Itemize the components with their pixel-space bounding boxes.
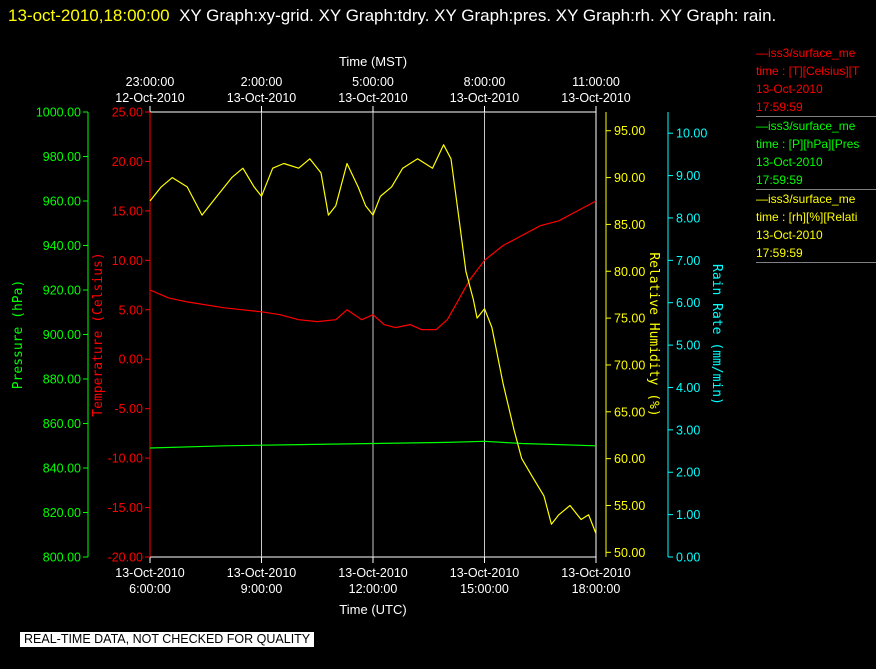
y-tick-label: 50.00 (614, 546, 645, 560)
graph-list: XY Graph:xy-grid. XY Graph:tdry. XY Grap… (179, 6, 777, 25)
x-top-tick-date: 12-Oct-2010 (115, 91, 185, 105)
y-tick-label: 7.00 (676, 254, 700, 268)
y-axis-title: Relative Humidity (%) (646, 252, 661, 416)
y-tick-label: 60.00 (614, 452, 645, 466)
legend-line: 17:59:59 (756, 100, 803, 114)
y-tick-label: 25.00 (112, 106, 143, 120)
y-tick-label: 980.00 (43, 150, 81, 164)
legend-line: 17:59:59 (756, 173, 803, 187)
y-axis-title: Pressure (hPa) (11, 280, 26, 390)
y-tick-label: 70.00 (614, 358, 645, 372)
y-tick-label: 5.00 (676, 339, 700, 353)
graph-timestamp: 13-oct-2010,18:00:00 (8, 6, 170, 25)
y-tick-label: 1.00 (676, 508, 700, 522)
humidity-line (149, 144, 597, 534)
y-tick-label: 2.00 (676, 466, 700, 480)
legend: —iss3/surface_me time : [T][Celsius][T 13-… (756, 44, 876, 263)
x-tick-time: 12:00:00 (349, 582, 398, 596)
y-tick-label: 10.00 (676, 127, 707, 141)
y-tick-label: 95.00 (614, 124, 645, 138)
legend-line: —iss3/surface_me (756, 46, 856, 60)
y-tick-label: 80.00 (614, 265, 645, 279)
disclaimer: REAL-TIME DATA, NOT CHECKED FOR QUALITY (20, 632, 315, 647)
y-tick-label: 4.00 (676, 381, 700, 395)
y-tick-label: 9.00 (676, 169, 700, 183)
legend-line: time : [T][Celsius][T (756, 64, 860, 78)
legend-line: 13-Oct-2010 (756, 82, 823, 96)
y-tick-label: -10.00 (108, 452, 143, 466)
graph-title: 13-oct-2010,18:00:00 XY Graph:xy-grid. X… (8, 2, 858, 29)
x-top-tick-time: 8:00:00 (464, 75, 506, 89)
y-tick-label: 840.00 (43, 462, 81, 476)
x-top-tick-time: 2:00:00 (241, 75, 283, 89)
y-tick-label: 85.00 (614, 218, 645, 232)
legend-line: 17:59:59 (756, 246, 803, 260)
y-tick-label: 960.00 (43, 195, 81, 209)
y-tick-label: 880.00 (43, 373, 81, 387)
legend-line: time : [rh][%][Relati (756, 210, 858, 224)
y-tick-label: 3.00 (676, 423, 700, 437)
legend-line: —iss3/surface_me (756, 192, 856, 206)
x-top-axis-label: Time (MST) (339, 54, 407, 69)
x-top-tick-date: 13-Oct-2010 (227, 91, 297, 105)
x-tick-date: 13-Oct-2010 (115, 566, 185, 580)
x-top-tick-date: 13-Oct-2010 (450, 91, 520, 105)
y-tick-label: 15.00 (112, 204, 143, 218)
y-tick-label: 900.00 (43, 328, 81, 342)
y-tick-label: 940.00 (43, 239, 81, 253)
y-tick-label: 75.00 (614, 312, 645, 326)
x-tick-time: 9:00:00 (241, 582, 283, 596)
x-top-tick-date: 13-Oct-2010 (338, 91, 408, 105)
y-tick-label: 820.00 (43, 506, 81, 520)
x-tick-time: 6:00:00 (129, 582, 171, 596)
y-tick-label: 5.00 (119, 303, 143, 317)
y-tick-label: -5.00 (115, 402, 144, 416)
x-tick-date: 13-Oct-2010 (338, 566, 408, 580)
x-tick-time: 15:00:00 (460, 582, 509, 596)
y-tick-label: 20.00 (112, 155, 143, 169)
y-axis-title: Temperature (Celsius) (91, 252, 106, 416)
y-tick-label: 90.00 (614, 171, 645, 185)
legend-line: 13-Oct-2010 (756, 228, 823, 242)
y-tick-label: -15.00 (108, 501, 143, 515)
y-tick-label: 65.00 (614, 405, 645, 419)
legend-line: —iss3/surface_me (756, 119, 856, 133)
y-tick-label: 0.00 (676, 551, 700, 565)
pressure-line (149, 440, 597, 449)
x-top-tick-time: 23:00:00 (126, 75, 175, 89)
legend-line: 13-Oct-2010 (756, 155, 823, 169)
y-axis-title: Rain Rate (mm/min) (709, 264, 724, 405)
x-tick-date: 13-Oct-2010 (561, 566, 631, 580)
y-tick-label: 860.00 (43, 417, 81, 431)
x-axis-label: Time (UTC) (339, 602, 406, 617)
x-tick-date: 13-Oct-2010 (450, 566, 520, 580)
y-tick-label: 55.00 (614, 499, 645, 513)
x-top-tick-time: 11:00:00 (572, 75, 620, 89)
x-tick-time: 18:00:00 (572, 582, 621, 596)
y-tick-label: 10.00 (112, 254, 143, 268)
y-tick-label: 6.00 (676, 296, 700, 310)
y-tick-label: 800.00 (43, 551, 81, 565)
y-tick-label: 920.00 (43, 284, 81, 298)
temperature-line (149, 200, 597, 331)
x-tick-date: 13-Oct-2010 (227, 566, 297, 580)
y-tick-label: -20.00 (108, 551, 143, 565)
legend-line: time : [P][hPa][Pres (756, 137, 860, 151)
y-tick-label: 1000.00 (36, 106, 81, 120)
x-top-tick-date: 13-Oct-2010 (561, 91, 631, 105)
y-tick-label: 8.00 (676, 211, 700, 225)
y-tick-label: 0.00 (119, 353, 143, 367)
x-top-tick-time: 5:00:00 (352, 75, 394, 89)
